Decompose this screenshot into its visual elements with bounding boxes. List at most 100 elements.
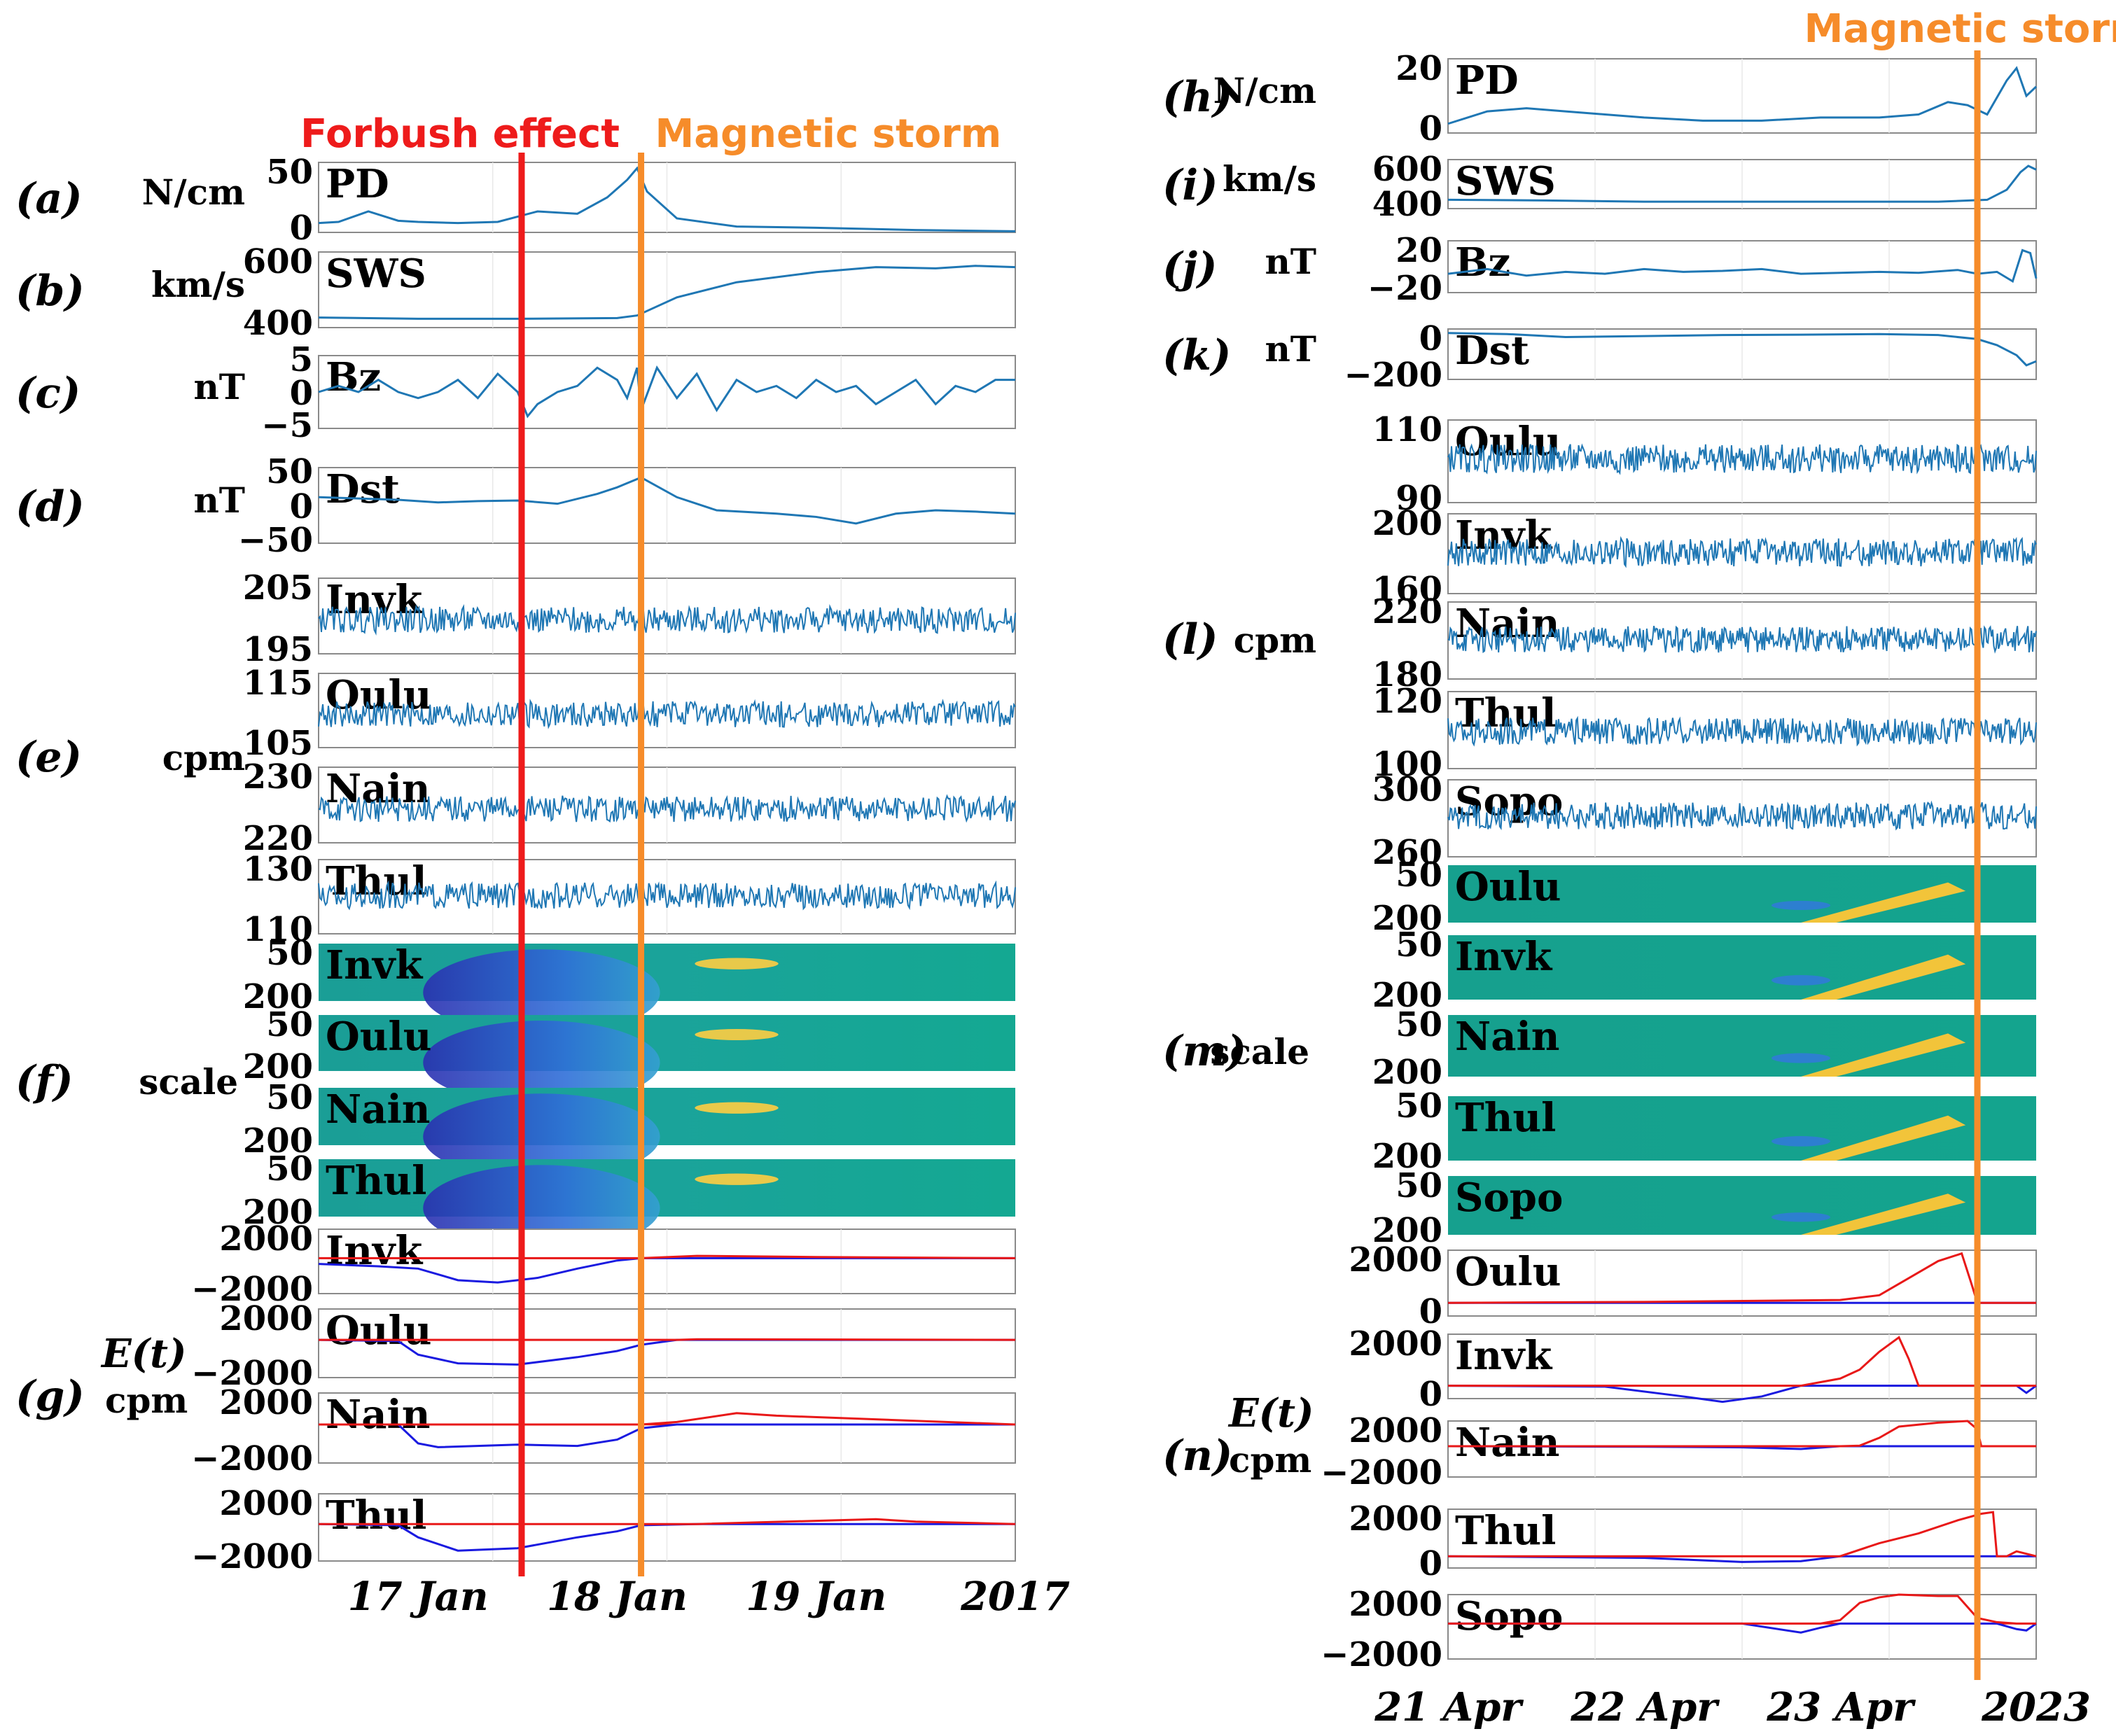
panel-tag: (h) — [1162, 73, 1232, 122]
panel-tag: (d) — [15, 482, 85, 531]
scalogram-high-region — [1801, 1033, 1966, 1077]
y-tick-label: 200 — [243, 1121, 313, 1161]
y-tick-label: 115 — [243, 664, 313, 703]
series-line — [1447, 248, 2038, 284]
panel-bz: Bz 20−20 — [1367, 231, 2038, 308]
panel-oulu: Oulu 50 200 — [1372, 855, 2036, 938]
scalogram-low-region — [1772, 1053, 1830, 1063]
series-line-positive — [319, 1412, 1016, 1426]
panel-tag: (n) — [1162, 1432, 1232, 1480]
series-line-negative — [1448, 1622, 2037, 1634]
y-tick-label: 50 — [1395, 1005, 1442, 1044]
series-line-positive — [1448, 1511, 2037, 1558]
unit-label: cpm — [1234, 620, 1316, 661]
y-tick-label: 50 — [266, 1149, 313, 1189]
y-tick-label: −2000 — [1321, 1635, 1442, 1674]
panel-tag: (i) — [1162, 161, 1218, 210]
y-tick-label: 110 — [243, 910, 313, 949]
x-tick-label: 2023 — [1981, 1684, 2091, 1730]
y-tick-label: 2000 — [1349, 1585, 1442, 1624]
scalogram-high-region — [695, 1029, 779, 1040]
panel-name: Invk — [326, 942, 423, 988]
y-tick-label: 5 — [290, 340, 313, 379]
panel-nain: Nain 230 220 — [243, 757, 1016, 858]
panel-dst: Dst 500−50 — [238, 452, 1016, 560]
y-tick-label: 110 — [1372, 410, 1442, 449]
panel-name: Oulu — [1455, 1249, 1561, 1295]
y-tick-label: 200 — [1372, 899, 1442, 938]
y-tick-label: 130 — [243, 850, 313, 889]
y-tick-label: −50 — [238, 521, 313, 560]
scalogram-high-region — [1801, 882, 1966, 923]
y-tick-label: 2000 — [1349, 1324, 1442, 1364]
y-tick-label: 2000 — [219, 1299, 313, 1338]
x-tick-label: 19 Jan — [746, 1574, 886, 1620]
series-line — [318, 166, 1016, 232]
unit-label: nT — [193, 479, 245, 521]
y-tick-label: 200 — [1372, 976, 1442, 1015]
y-tick-label: 2000 — [1349, 1411, 1442, 1450]
panel-name: Bz — [326, 354, 381, 400]
y-tick-label: 220 — [243, 819, 313, 858]
series-noise-line — [318, 603, 1016, 636]
y-tick-label: 300 — [1372, 770, 1442, 809]
panel-name: Invk — [1455, 512, 1552, 559]
scalogram-high-region — [695, 1173, 779, 1185]
panel-tag: (b) — [15, 267, 85, 316]
panel-name: Dst — [326, 466, 400, 512]
scalogram-low-region — [1772, 1212, 1830, 1222]
panel-oulu: Oulu 2000 0 — [1349, 1240, 2037, 1331]
panel-name: Thul — [326, 1492, 426, 1539]
y-tick-label: 2000 — [1349, 1499, 1442, 1539]
y-tick-label: −2000 — [1321, 1453, 1442, 1492]
scalogram-high-region — [1801, 1194, 1966, 1235]
panel-sopo: Sopo 2000 −2000 — [1321, 1585, 2037, 1674]
y-tick-label: 200 — [243, 977, 313, 1016]
y-tick-label: 0 — [1419, 1375, 1442, 1414]
series-line-negative — [319, 1423, 1015, 1448]
panel-name: Nain — [326, 1086, 430, 1133]
panel-pd: PD 20 0 — [1395, 49, 2038, 148]
panel-nain: Nain 50 200 — [243, 1078, 1015, 1180]
panel-name: PD — [326, 161, 389, 207]
event-label: Magnetic storm — [1804, 6, 2116, 52]
y-tick-label: 200 — [1372, 1211, 1442, 1250]
panel-thul: Thul 2000 −2000 — [191, 1484, 1016, 1576]
x-tick-label: 2017 — [960, 1574, 1070, 1620]
panel-name: Thul — [326, 1158, 426, 1204]
y-tick-label: 200 — [243, 1047, 313, 1086]
unit-label: nT — [1265, 328, 1316, 370]
panel-tag: (m) — [1162, 1027, 1246, 1076]
panel-name: SWS — [326, 251, 426, 297]
panel-name: Oulu — [1455, 864, 1561, 910]
panel-tag: (e) — [15, 733, 82, 782]
scalogram-low-region — [423, 1021, 660, 1105]
scalogram-low-region — [423, 1093, 660, 1180]
y-tick-label: 180 — [1372, 655, 1442, 694]
panel-tag: (l) — [1162, 615, 1218, 664]
y-tick-label: 20 — [1395, 49, 1442, 88]
y-tick-label: 0 — [1419, 1544, 1442, 1583]
series-line-negative — [318, 1256, 1015, 1284]
scalogram-low-region — [423, 949, 660, 1036]
y-tick-label: 2000 — [219, 1383, 313, 1422]
unit-label: scale — [139, 1061, 238, 1102]
scalogram-low-region — [1772, 900, 1830, 910]
panel-tag: (g) — [15, 1372, 85, 1421]
panel-thul: Thul 50 200 — [1372, 1086, 2036, 1176]
y-tick-label: 400 — [243, 304, 313, 343]
y-tick-label: −5 — [261, 406, 313, 445]
y-tick-label: −2000 — [191, 1439, 313, 1478]
series-noise-line — [1447, 624, 2037, 654]
series-line-negative — [318, 1522, 1015, 1552]
y-tick-label: 2000 — [219, 1484, 313, 1523]
y-tick-label: 2000 — [1349, 1240, 1442, 1280]
unit-label: cpm — [162, 737, 245, 778]
panel-bz: Bz 50−5 — [261, 340, 1016, 445]
y-tick-label: 200 — [243, 1193, 313, 1232]
